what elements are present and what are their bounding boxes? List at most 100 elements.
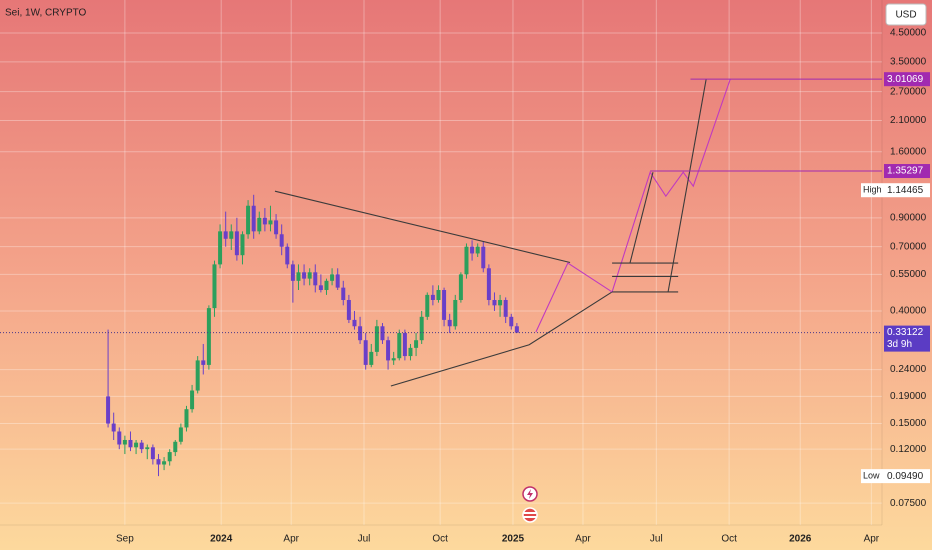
y-tick-label: 0.19000 bbox=[890, 391, 927, 402]
candle-body bbox=[296, 272, 301, 281]
candle-body bbox=[173, 441, 178, 453]
candle-body bbox=[358, 326, 363, 341]
candle-body bbox=[425, 294, 430, 317]
y-tick-label: 0.55000 bbox=[890, 269, 927, 280]
candle-body bbox=[195, 360, 200, 391]
event-icon-glyph bbox=[524, 512, 536, 514]
x-tick-label: Jul bbox=[358, 534, 371, 545]
candle-body bbox=[318, 285, 323, 291]
candle-body bbox=[419, 316, 424, 341]
candle-body bbox=[369, 351, 374, 365]
y-tick-label: 0.15000 bbox=[890, 418, 927, 429]
event-icons[interactable] bbox=[522, 486, 538, 523]
candle-body bbox=[167, 452, 172, 462]
event-icon[interactable] bbox=[522, 507, 538, 523]
candle-body bbox=[475, 246, 480, 254]
candle-body bbox=[201, 360, 206, 365]
candle-body bbox=[117, 431, 122, 445]
price-label-box bbox=[884, 72, 930, 87]
candle-body bbox=[514, 326, 519, 333]
candle-body bbox=[156, 459, 161, 465]
y-tick-label: 0.12000 bbox=[890, 444, 927, 455]
candle-body bbox=[128, 439, 133, 448]
candle-body bbox=[212, 264, 217, 309]
y-tick-label: 2.70000 bbox=[890, 86, 927, 97]
currency[interactable]: USD bbox=[895, 10, 916, 21]
candle-body bbox=[430, 294, 435, 300]
y-tick-label: 0.24000 bbox=[890, 364, 927, 375]
candle-body bbox=[374, 326, 379, 352]
candle-body bbox=[229, 231, 234, 239]
candle-body bbox=[503, 299, 508, 317]
candle-body bbox=[324, 280, 329, 291]
y-tick-label: 0.07500 bbox=[890, 498, 927, 509]
trend-drawing bbox=[667, 79, 707, 293]
candle-body bbox=[341, 287, 346, 300]
candle-body bbox=[402, 333, 407, 357]
candle-body bbox=[447, 319, 452, 327]
candle-body bbox=[279, 234, 284, 247]
currency-box[interactable] bbox=[885, 3, 927, 26]
marker-value-box bbox=[884, 183, 930, 198]
last-price-label: 0.33122 bbox=[887, 327, 924, 338]
candle-body bbox=[240, 234, 245, 256]
x-tick-label: Apr bbox=[283, 534, 299, 545]
candle-body bbox=[268, 220, 273, 225]
candle-body bbox=[470, 246, 475, 254]
candle-body bbox=[492, 299, 497, 306]
candle-body bbox=[178, 427, 183, 442]
candle-body bbox=[184, 409, 189, 428]
candle-body bbox=[436, 290, 441, 300]
price-label-box bbox=[884, 164, 930, 179]
y-tick-label: 3.50000 bbox=[890, 57, 927, 68]
marker-tag: Low bbox=[863, 470, 880, 480]
x-tick-label: 2025 bbox=[502, 534, 525, 545]
y-tick-label: 0.90000 bbox=[890, 212, 927, 223]
marker-value-box bbox=[884, 469, 930, 484]
x-tick-label: Sep bbox=[116, 534, 134, 545]
candle-body bbox=[408, 347, 413, 357]
candle-body bbox=[274, 220, 279, 235]
candle-body bbox=[134, 442, 139, 448]
candle-body bbox=[290, 264, 295, 281]
x-tick-label: Oct bbox=[721, 534, 737, 545]
candle-body bbox=[453, 299, 458, 327]
candle-body bbox=[257, 217, 262, 232]
candle-body bbox=[330, 274, 335, 281]
price-label: 1.35297 bbox=[887, 166, 924, 177]
marker-value: 0.09490 bbox=[887, 471, 924, 482]
candle-body bbox=[234, 231, 239, 256]
candle-body bbox=[139, 442, 144, 450]
x-tick-label: 2026 bbox=[789, 534, 812, 545]
countdown-label: 3d 9h bbox=[887, 339, 912, 350]
candle-body bbox=[313, 272, 318, 286]
y-tick-label: 2.10000 bbox=[890, 115, 927, 126]
event-icon-glyph bbox=[524, 516, 536, 518]
candle-body bbox=[346, 299, 351, 320]
candle-body bbox=[122, 439, 127, 445]
candle-body bbox=[223, 231, 228, 239]
y-tick-label: 0.70000 bbox=[890, 241, 927, 252]
candle-body bbox=[285, 246, 290, 265]
candle-body bbox=[111, 423, 116, 432]
marker-value: 1.14465 bbox=[887, 185, 924, 196]
candle-body bbox=[380, 326, 385, 341]
candle-body bbox=[106, 396, 111, 424]
x-tick-label: Jul bbox=[650, 534, 663, 545]
candle-body bbox=[190, 390, 195, 410]
candle-body bbox=[363, 340, 368, 365]
event-icon-glyph bbox=[527, 489, 533, 499]
candle-body bbox=[262, 217, 267, 225]
candle-body bbox=[386, 340, 391, 361]
chart-title: Sei, 1W, CRYPTO bbox=[5, 8, 87, 19]
candle-body bbox=[498, 299, 503, 306]
x-tick-label: Apr bbox=[864, 534, 880, 545]
price-label: 3.01069 bbox=[887, 74, 924, 85]
candle-body bbox=[145, 447, 150, 450]
candle-body bbox=[218, 231, 223, 265]
candle-body bbox=[352, 319, 357, 327]
marker-tag: High bbox=[863, 185, 882, 195]
candle-body bbox=[397, 333, 402, 359]
candle-body bbox=[150, 447, 155, 460]
